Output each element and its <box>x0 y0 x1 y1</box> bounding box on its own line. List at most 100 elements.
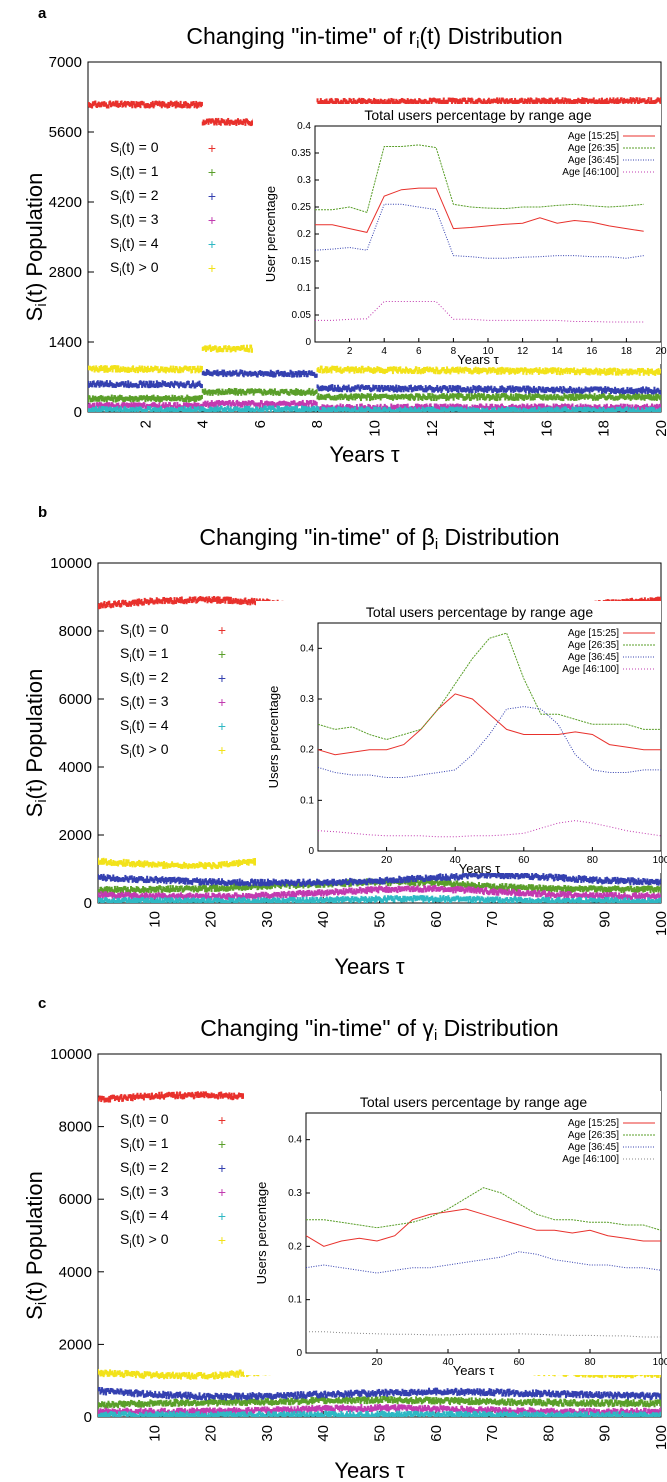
data-point <box>226 348 229 353</box>
data-point <box>288 391 291 396</box>
data-point <box>623 403 626 408</box>
data-point <box>614 386 617 391</box>
data-point <box>457 99 460 104</box>
data-point <box>330 407 333 412</box>
data-point <box>637 100 640 105</box>
data-point <box>194 596 197 601</box>
data-point <box>608 370 611 375</box>
data-point <box>314 408 317 412</box>
data-point <box>652 390 655 395</box>
data-point <box>407 396 410 401</box>
data-point <box>100 395 103 400</box>
data-point <box>357 369 360 374</box>
data-point <box>110 394 113 399</box>
data-point <box>148 599 151 604</box>
data-point <box>446 386 449 391</box>
data-point <box>459 385 462 390</box>
data-point <box>622 403 625 408</box>
data-point <box>130 100 133 105</box>
data-point <box>513 410 516 412</box>
data-point <box>163 600 166 605</box>
data-point <box>158 396 161 401</box>
data-point <box>444 403 447 408</box>
data-point <box>423 101 426 106</box>
data-point <box>528 100 531 105</box>
data-point <box>217 391 220 396</box>
data-point <box>523 396 526 401</box>
data-point <box>456 392 459 397</box>
y-tick-label: 8000 <box>59 623 92 640</box>
data-point <box>156 366 159 371</box>
data-point <box>559 386 562 391</box>
data-point <box>298 373 301 378</box>
data-point <box>164 366 167 371</box>
data-point <box>308 406 311 411</box>
data-point <box>164 369 167 374</box>
data-point <box>517 396 520 401</box>
data-point <box>513 368 516 373</box>
data-point <box>471 98 474 103</box>
data-point <box>236 399 239 404</box>
data-point <box>351 408 354 412</box>
data-point <box>503 392 506 397</box>
data-point <box>587 371 590 376</box>
data-point <box>495 404 498 409</box>
data-point <box>91 104 94 109</box>
data-point <box>227 405 230 410</box>
data-point <box>511 396 514 401</box>
data-point <box>616 368 619 373</box>
data-point <box>477 407 480 412</box>
data-point <box>561 389 564 394</box>
data-point <box>227 117 230 122</box>
data-point <box>296 405 299 410</box>
data-point <box>628 387 631 392</box>
data-point <box>105 409 108 412</box>
data-point <box>646 370 649 375</box>
data-point <box>299 370 302 375</box>
data-point <box>105 368 108 373</box>
data-point <box>660 368 661 373</box>
data-point <box>200 394 203 399</box>
data-point <box>491 403 494 408</box>
data-point <box>142 601 145 606</box>
data-point <box>599 371 602 376</box>
data-point <box>375 368 378 373</box>
data-point <box>134 104 137 109</box>
data-point <box>296 391 299 396</box>
data-point <box>450 101 453 106</box>
data-point <box>561 97 564 102</box>
data-point <box>417 396 420 401</box>
data-point <box>321 404 324 409</box>
data-point <box>137 369 140 374</box>
data-point <box>171 368 174 373</box>
data-point <box>629 389 632 394</box>
data-point <box>562 404 565 409</box>
data-point <box>460 406 463 411</box>
data-point <box>163 596 166 601</box>
data-point <box>221 369 224 374</box>
data-point <box>301 399 304 404</box>
data-point <box>137 397 140 402</box>
data-point <box>550 367 553 372</box>
data-point <box>188 599 191 604</box>
data-point <box>235 369 238 374</box>
data-point <box>537 389 540 394</box>
data-point <box>234 119 237 124</box>
data-point <box>248 599 251 604</box>
data-point <box>610 368 613 373</box>
data-point <box>146 368 149 373</box>
data-point <box>131 396 134 401</box>
data-point <box>315 401 318 406</box>
data-point <box>123 100 126 105</box>
data-point <box>432 406 435 411</box>
data-point <box>450 407 453 412</box>
y-tick-label: 7000 <box>49 54 82 71</box>
data-point <box>330 386 333 391</box>
data-point <box>390 403 393 408</box>
inset-y-tick-label: 0.25 <box>292 202 312 213</box>
data-point <box>350 98 353 103</box>
data-point <box>555 406 558 411</box>
data-point <box>436 367 439 372</box>
data-point <box>330 369 333 374</box>
data-point <box>183 103 186 108</box>
